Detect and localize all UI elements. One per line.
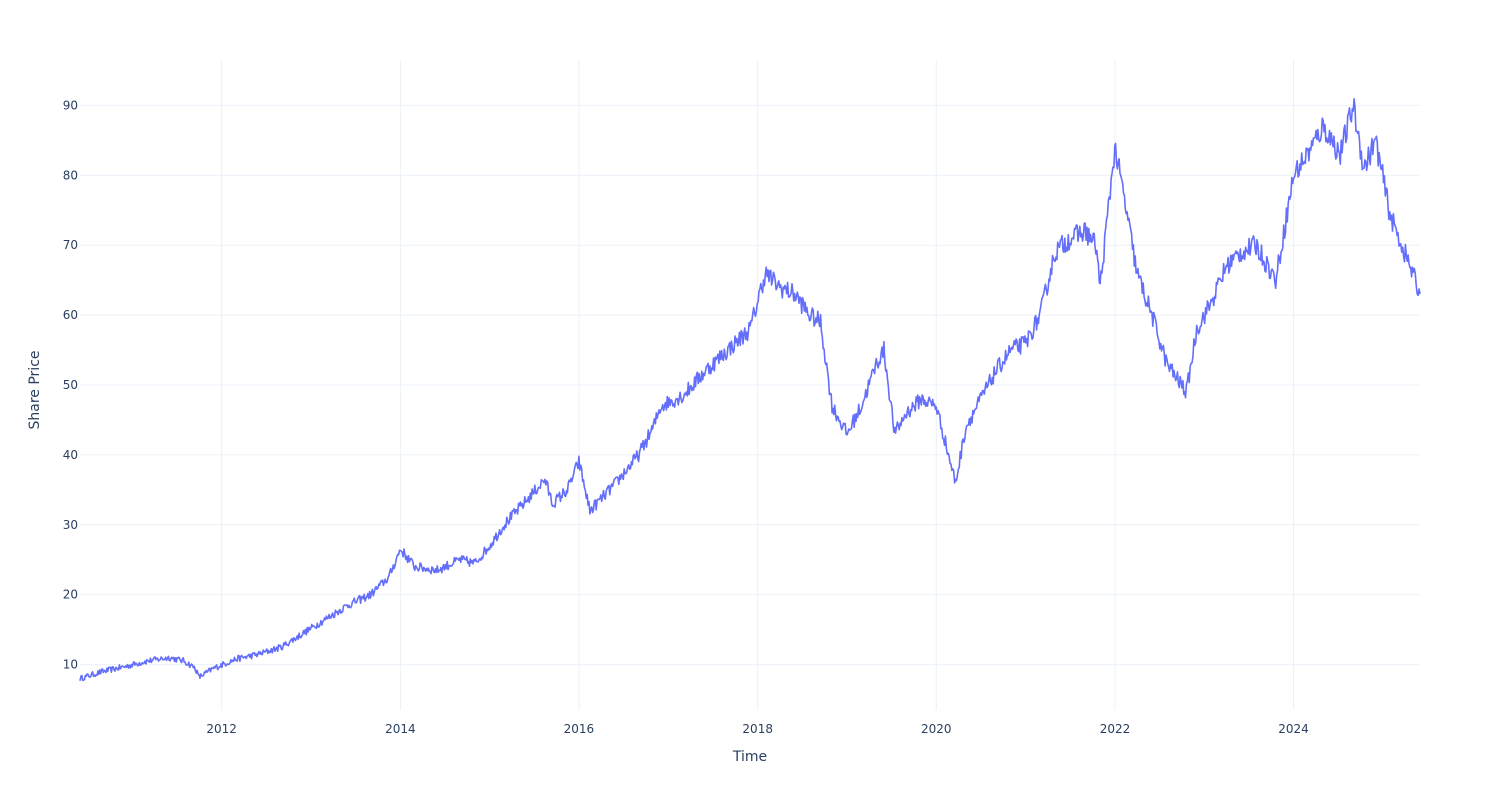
y-tick-label: 70 — [63, 238, 78, 252]
y-tick-label: 60 — [63, 308, 78, 322]
x-tick-label: 2024 — [1278, 722, 1309, 736]
y-tick-label: 20 — [63, 588, 78, 602]
y-gridlines — [80, 104, 1420, 666]
y-tick-label: 90 — [63, 98, 78, 112]
x-gridlines — [221, 60, 1295, 710]
x-tick-label: 2020 — [921, 722, 952, 736]
y-tick-labels: 10 20 30 40 50 60 70 80 90 — [63, 98, 78, 671]
y-tick-label: 40 — [63, 448, 78, 462]
y-tick-label: 50 — [63, 378, 78, 392]
y-tick-label: 10 — [63, 658, 78, 672]
x-tick-label: 2022 — [1100, 722, 1131, 736]
x-tick-label: 2014 — [385, 722, 416, 736]
y-tick-label: 30 — [63, 518, 78, 532]
x-tick-label: 2012 — [206, 722, 237, 736]
y-tick-label: 80 — [63, 168, 78, 182]
x-tick-labels: 2012 2014 2016 2018 2020 2022 2024 — [206, 722, 1308, 736]
share-price-line — [79, 98, 1421, 682]
y-axis-title: Share Price — [27, 350, 43, 429]
series-layer — [79, 98, 1421, 682]
x-tick-label: 2016 — [564, 722, 595, 736]
x-axis-title: Time — [732, 749, 767, 765]
x-tick-label: 2018 — [742, 722, 773, 736]
